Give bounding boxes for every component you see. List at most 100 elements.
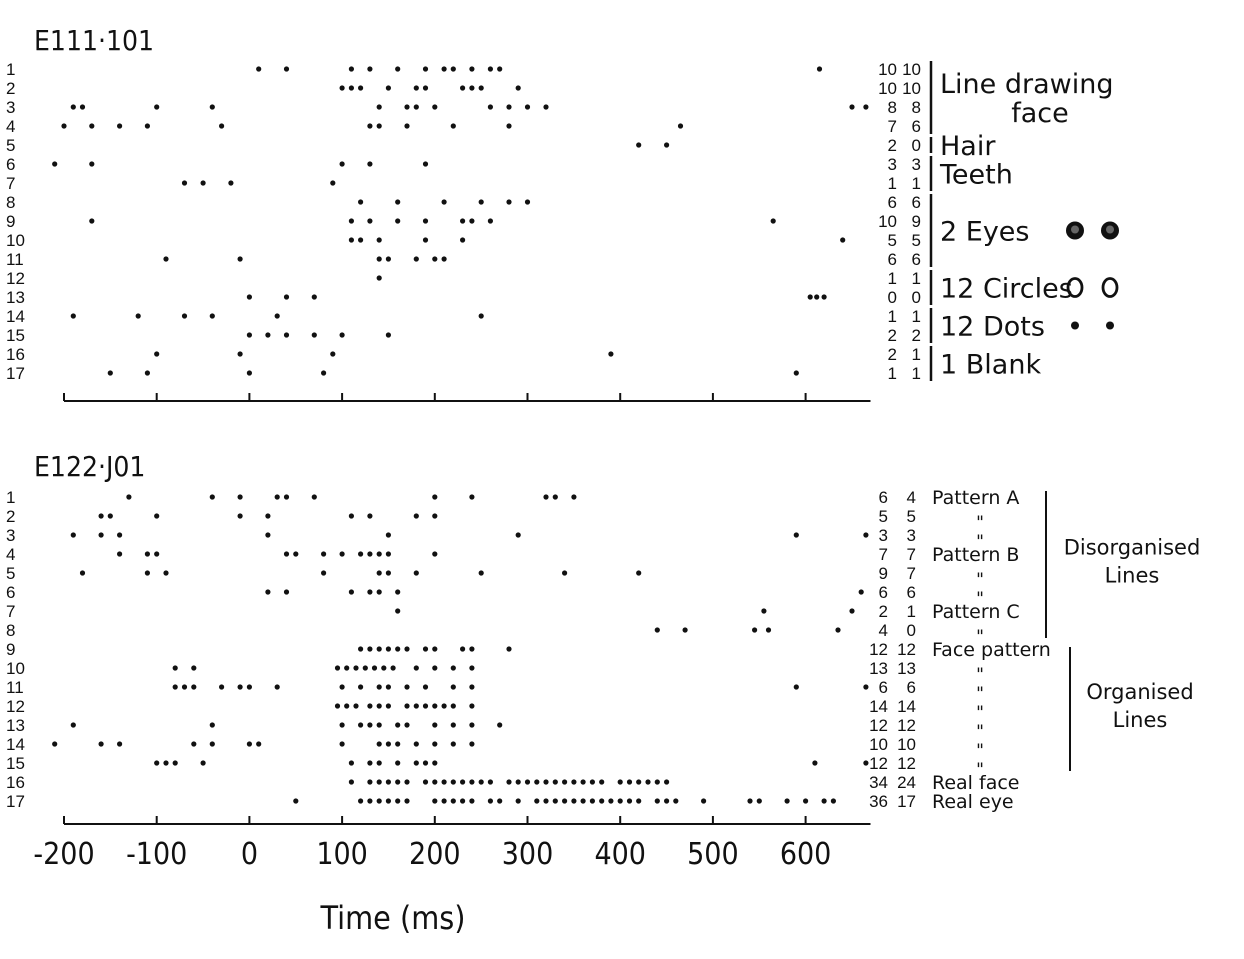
trial-label: 14 — [6, 735, 25, 754]
trial-label: 7 — [6, 174, 15, 193]
count-left: 12 — [869, 754, 888, 773]
spike-dot — [413, 665, 419, 671]
spike-dot — [432, 798, 438, 804]
trial-label: 9 — [6, 212, 15, 231]
trial-label: 12 — [6, 269, 25, 288]
dot-icon — [1106, 321, 1114, 330]
spike-dot — [385, 332, 391, 338]
spike-dot — [404, 684, 410, 690]
spike-dot — [209, 722, 215, 728]
stimulus-label: 1 Blank — [940, 350, 1041, 381]
spike-dot — [636, 779, 642, 785]
trial-label: 5 — [6, 136, 15, 155]
spike-dot — [413, 570, 419, 576]
spike-dot — [376, 570, 382, 576]
spike-dot — [835, 627, 841, 633]
spike-dot — [450, 722, 456, 728]
spike-dot — [344, 703, 350, 709]
count-left: 12 — [869, 640, 888, 659]
spike-dot — [348, 66, 354, 72]
spike-dot — [376, 256, 382, 262]
spike-dot — [765, 627, 772, 633]
spike-dot — [348, 760, 354, 766]
ditto-mark: " — [976, 570, 984, 590]
x-tick-label: 600 — [780, 837, 832, 872]
spike-dot — [353, 703, 359, 709]
spike-dot — [450, 123, 456, 129]
spike-dot — [478, 85, 484, 91]
spike-dot — [571, 779, 577, 785]
spike-dot — [863, 684, 869, 690]
stimulus-label: 12 Dots — [940, 312, 1045, 343]
trial-label: 11 — [6, 678, 24, 697]
spike-dot — [580, 798, 586, 804]
count-right: 9 — [912, 212, 921, 231]
spike-dot — [432, 551, 438, 557]
spike-dot — [432, 494, 438, 500]
spike-dot — [636, 142, 642, 148]
count-right: 14 — [897, 697, 916, 716]
spike-dot — [626, 779, 633, 785]
spike-dot — [246, 294, 252, 300]
spike-dot — [376, 275, 382, 281]
spike-dot — [246, 332, 252, 338]
spike-dot — [209, 494, 215, 500]
spike-dot — [422, 85, 429, 91]
spike-dot — [626, 798, 633, 804]
count-left: 1 — [888, 174, 897, 193]
count-right: 0 — [912, 136, 921, 155]
spike-dot — [348, 513, 354, 519]
spike-dot — [422, 703, 429, 709]
spike-dot — [645, 779, 651, 785]
spike-dot — [682, 627, 688, 633]
count-right: 24 — [897, 773, 916, 792]
stimulus-label: 2 Eyes — [940, 217, 1029, 248]
spike-dot — [571, 494, 577, 500]
count-right: 6 — [907, 678, 916, 697]
spike-dot — [339, 161, 345, 167]
stimulus-label: Teeth — [939, 160, 1013, 191]
spike-dot — [135, 313, 141, 319]
spike-dot — [793, 684, 799, 690]
spike-dot — [450, 684, 456, 690]
spike-dot — [589, 779, 596, 785]
spike-dot — [367, 66, 373, 72]
spike-dot — [478, 779, 484, 785]
spike-dot — [163, 570, 169, 576]
spike-dot — [367, 589, 373, 595]
spike-dot — [385, 551, 391, 557]
spike-dot — [61, 123, 67, 129]
count-left: 6 — [879, 678, 888, 697]
spike-dot — [283, 494, 290, 500]
trial-label: 2 — [6, 79, 15, 98]
trial-label: 1 — [6, 488, 15, 507]
spike-dot — [506, 104, 512, 110]
spike-dot — [524, 104, 531, 110]
spike-dot — [654, 627, 660, 633]
spike-dot — [321, 570, 327, 576]
spike-dot — [441, 66, 447, 72]
spike-dot — [144, 570, 150, 576]
x-tick-label: 100 — [316, 837, 368, 872]
count-right: 8 — [912, 98, 921, 117]
spike-dot — [181, 684, 188, 690]
count-right: 5 — [912, 231, 921, 250]
spike-dot — [395, 218, 401, 224]
spike-dot — [228, 180, 234, 186]
count-right: 6 — [912, 250, 921, 269]
x-axis-label: Time (ms) — [319, 899, 465, 937]
spike-dot — [552, 779, 558, 785]
count-left: 7 — [879, 545, 888, 564]
count-left: 2 — [888, 136, 897, 155]
trial-label: 4 — [6, 545, 15, 564]
spike-dot — [460, 85, 466, 91]
spike-dot — [404, 722, 410, 728]
spike-dot — [371, 665, 378, 671]
spike-dot — [863, 532, 869, 538]
spike-dot — [395, 722, 401, 728]
spike-dot — [237, 256, 243, 262]
spike-dot — [376, 646, 382, 652]
ditto-mark: " — [976, 703, 984, 723]
spike-dot — [52, 161, 58, 167]
trial-label: 10 — [6, 659, 25, 678]
